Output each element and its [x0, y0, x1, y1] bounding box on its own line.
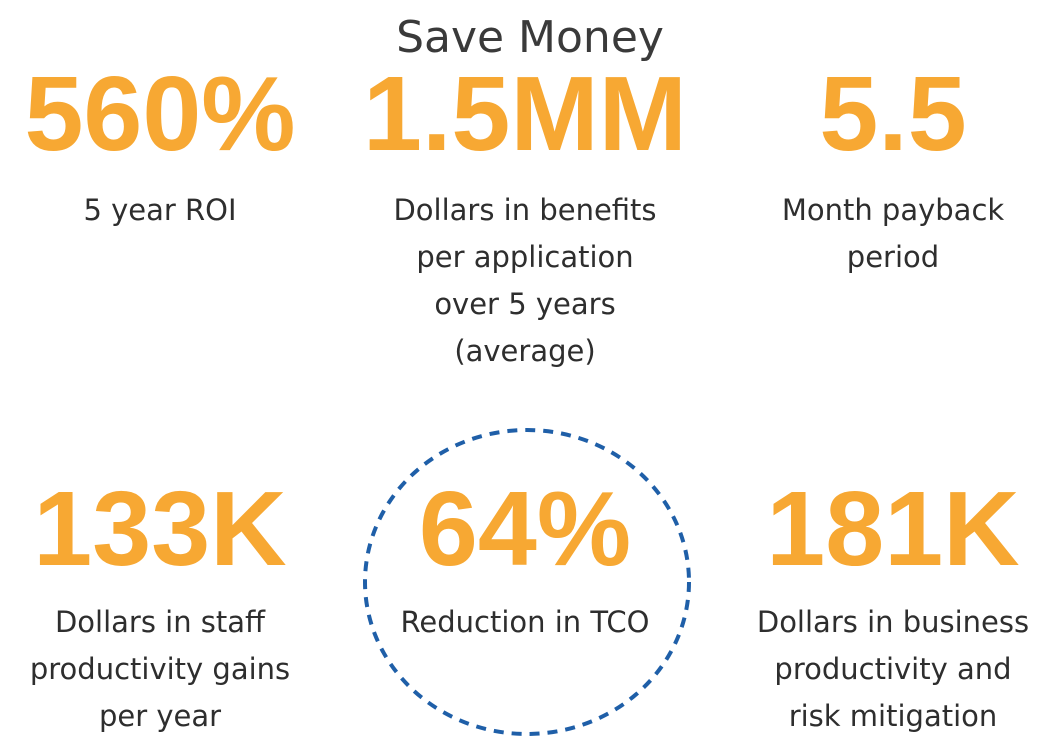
stat-value: 560% [24, 55, 295, 173]
stat-label: Month payback [782, 193, 1005, 227]
stat-value: 181K [766, 470, 1019, 588]
stat-label: period [847, 240, 939, 274]
stat-label: per year [99, 699, 221, 733]
title: Save Money [396, 12, 664, 63]
stat-label: Reduction in TCO [401, 605, 650, 639]
stat-label: Dollars in benefits [393, 193, 656, 227]
stat-label: over 5 years [434, 287, 615, 321]
stat-label: productivity and [774, 652, 1011, 686]
stat-label: Dollars in business [757, 605, 1029, 639]
stat-value: 5.5 [819, 55, 966, 173]
stat-value: 64% [419, 470, 631, 588]
stat-label: per application [416, 240, 633, 274]
highlight-circle [363, 428, 691, 736]
stat-label: risk mitigation [789, 699, 998, 733]
stat-label: (average) [454, 334, 595, 368]
stat-label: 5 year ROI [83, 193, 236, 227]
stat-label: productivity gains [30, 652, 290, 686]
stat-label: Dollars in staff [55, 605, 266, 639]
stat-value: 133K [33, 470, 286, 588]
stat-value: 1.5MM [363, 55, 687, 173]
